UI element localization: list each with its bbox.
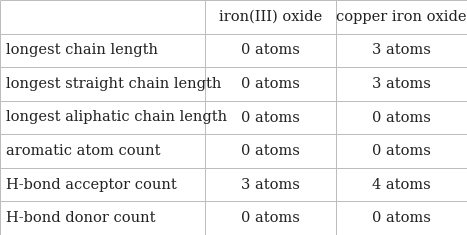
Text: 0 atoms: 0 atoms bbox=[241, 110, 300, 125]
Text: 0 atoms: 0 atoms bbox=[241, 211, 300, 225]
Text: 0 atoms: 0 atoms bbox=[372, 211, 431, 225]
Text: iron(III) oxide: iron(III) oxide bbox=[219, 10, 323, 24]
Text: 0 atoms: 0 atoms bbox=[241, 144, 300, 158]
Text: H-bond acceptor count: H-bond acceptor count bbox=[6, 178, 177, 192]
Text: aromatic atom count: aromatic atom count bbox=[6, 144, 160, 158]
Text: 0 atoms: 0 atoms bbox=[241, 43, 300, 57]
Text: longest aliphatic chain length: longest aliphatic chain length bbox=[6, 110, 227, 125]
Text: longest chain length: longest chain length bbox=[6, 43, 157, 57]
Text: H-bond donor count: H-bond donor count bbox=[6, 211, 155, 225]
Text: 3 atoms: 3 atoms bbox=[372, 43, 431, 57]
Text: 0 atoms: 0 atoms bbox=[372, 144, 431, 158]
Text: copper iron oxide: copper iron oxide bbox=[336, 10, 467, 24]
Text: 0 atoms: 0 atoms bbox=[372, 110, 431, 125]
Text: 3 atoms: 3 atoms bbox=[241, 178, 300, 192]
Text: 4 atoms: 4 atoms bbox=[372, 178, 431, 192]
Text: longest straight chain length: longest straight chain length bbox=[6, 77, 221, 91]
Text: 0 atoms: 0 atoms bbox=[241, 77, 300, 91]
Text: 3 atoms: 3 atoms bbox=[372, 77, 431, 91]
